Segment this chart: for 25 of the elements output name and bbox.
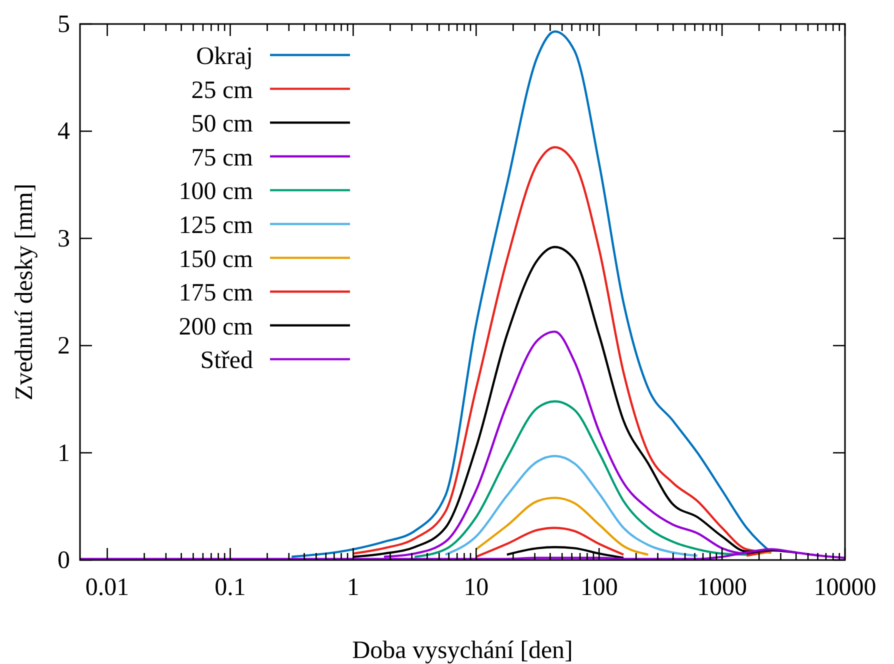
y-tick-label: 4: [58, 118, 70, 146]
x-tick-label: 1000: [697, 574, 748, 601]
x-tick-label: 0.01: [85, 574, 130, 601]
x-axis-title: Doba vysychání [den]: [352, 637, 573, 664]
legend-label: Střed: [200, 347, 254, 374]
x-tick-label: 10000: [814, 574, 876, 601]
legend-label: 75 cm: [191, 144, 254, 172]
legend-label: 200 cm: [178, 313, 254, 340]
legend-label: 175 cm: [178, 280, 254, 307]
x-tick-label: 1: [346, 574, 360, 601]
legend-label: 50 cm: [191, 110, 254, 138]
legend-label: 150 cm: [178, 246, 254, 273]
legend-label: 25 cm: [191, 76, 254, 104]
legend-label: 125 cm: [178, 212, 254, 239]
x-tick-label: 100: [580, 574, 618, 601]
x-tick-label: 0.1: [214, 574, 246, 601]
y-tick-label: 0: [58, 547, 70, 574]
legend-label: 100 cm: [178, 178, 254, 206]
y-tick-label: 3: [58, 225, 70, 252]
y-tick-label: 2: [58, 332, 70, 360]
y-tick-label: 1: [58, 440, 70, 467]
y-axis-title: Zvednutí desky [mm]: [11, 184, 38, 400]
y-tick-label: 5: [58, 11, 70, 38]
legend-label: Okraj: [196, 43, 253, 70]
x-tick-label: 10: [464, 574, 489, 601]
